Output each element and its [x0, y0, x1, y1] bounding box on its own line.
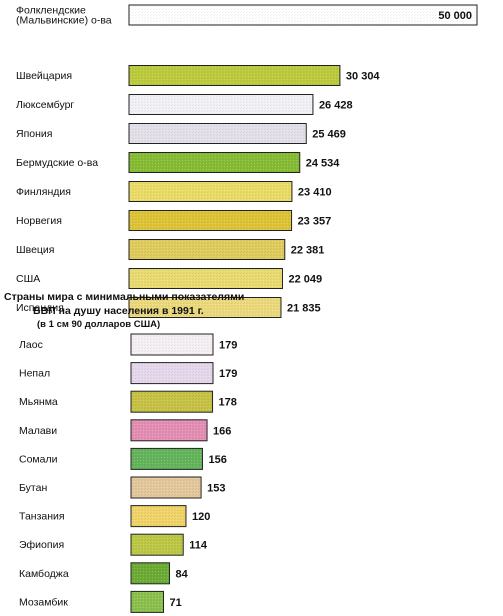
- category-label: Испандия: [16, 302, 64, 314]
- bar-texture: [131, 506, 186, 527]
- bar-texture: [129, 240, 285, 259]
- bar-texture: [131, 591, 164, 612]
- bar-texture: [131, 391, 213, 412]
- category-label: Швейцария: [16, 70, 72, 82]
- value-label: 23 410: [298, 187, 332, 199]
- max-gdp-bar-group: Фолклендские(Мальвинские) о-ва 50 000 Швей…: [16, 4, 478, 318]
- bar-texture: [129, 211, 292, 230]
- min-gdp-scale-note: (в 1 см 90 долларов США): [37, 319, 160, 330]
- value-label: 22 381: [291, 245, 325, 257]
- bar-texture: [129, 269, 282, 288]
- bar-texture: [131, 477, 201, 498]
- min-gdp-header: Страны мира с минимальными показателями …: [4, 291, 244, 330]
- value-label: 26 428: [319, 100, 353, 112]
- bar-texture: [131, 420, 207, 441]
- category-label: США: [16, 273, 40, 285]
- value-label: 166: [213, 425, 231, 437]
- value-label: 153: [207, 483, 225, 495]
- value-label: 114: [189, 540, 208, 552]
- bar-texture: [129, 182, 292, 201]
- value-label: 179: [219, 340, 237, 352]
- min-gdp-title-line-1: Страны мира с минимальными показателями: [4, 291, 244, 303]
- value-label: 22 049: [288, 274, 322, 286]
- category-label: Непал: [19, 368, 50, 380]
- category-label: Бутан: [19, 482, 47, 494]
- value-label: 156: [208, 454, 226, 466]
- bar-texture: [129, 66, 340, 85]
- bar-texture: [129, 95, 313, 114]
- value-label: 178: [219, 397, 237, 409]
- category-label: Сомали: [19, 453, 58, 465]
- bar-texture: [131, 363, 213, 384]
- category-label: Бермудские о-ва: [16, 157, 98, 169]
- bar-texture: [131, 563, 169, 584]
- value-label: 50 000: [438, 10, 472, 22]
- value-label: 71: [170, 597, 182, 609]
- value-label: 25 469: [312, 129, 346, 141]
- min-gdp-title-line-2: ВВП на душу населения в 1991 г.: [33, 305, 204, 317]
- value-label: 84: [175, 568, 188, 580]
- bar-texture: [131, 334, 213, 355]
- category-label: Мьянма: [19, 396, 58, 408]
- value-label: 179: [219, 368, 237, 380]
- bar-texture: [129, 5, 477, 25]
- value-label: 24 534: [306, 158, 341, 170]
- category-label: Норвегия: [16, 215, 62, 227]
- bar-texture: [131, 448, 202, 469]
- min-gdp-bar-group: Лаос 179 Непал 179 Мьянма 178 Малави 166 Сомали 1…: [19, 333, 237, 613]
- category-label: Лаос: [19, 339, 43, 351]
- category-label: (Мальвинские) о-ва: [16, 15, 112, 27]
- category-label: Финляндия: [16, 186, 71, 198]
- value-label: 23 357: [298, 216, 332, 228]
- bar-texture: [131, 534, 183, 555]
- bar-texture: [129, 298, 281, 317]
- value-label: 30 304: [346, 71, 381, 83]
- category-label: Камбоджа: [19, 568, 69, 580]
- category-label: Люксембург: [16, 99, 74, 111]
- category-label: Мозамбик: [19, 596, 68, 608]
- category-label: Эфиопия: [19, 539, 64, 551]
- category-label: Малави: [19, 425, 57, 437]
- category-label: Фолклендские: [16, 5, 86, 17]
- category-label: Танзания: [19, 511, 65, 523]
- bar-texture: [129, 124, 306, 143]
- bar-texture: [129, 153, 300, 172]
- value-label: 21 835: [287, 303, 321, 315]
- value-label: 120: [192, 511, 210, 523]
- category-label: Япония: [16, 128, 52, 140]
- category-label: Швеция: [16, 244, 55, 256]
